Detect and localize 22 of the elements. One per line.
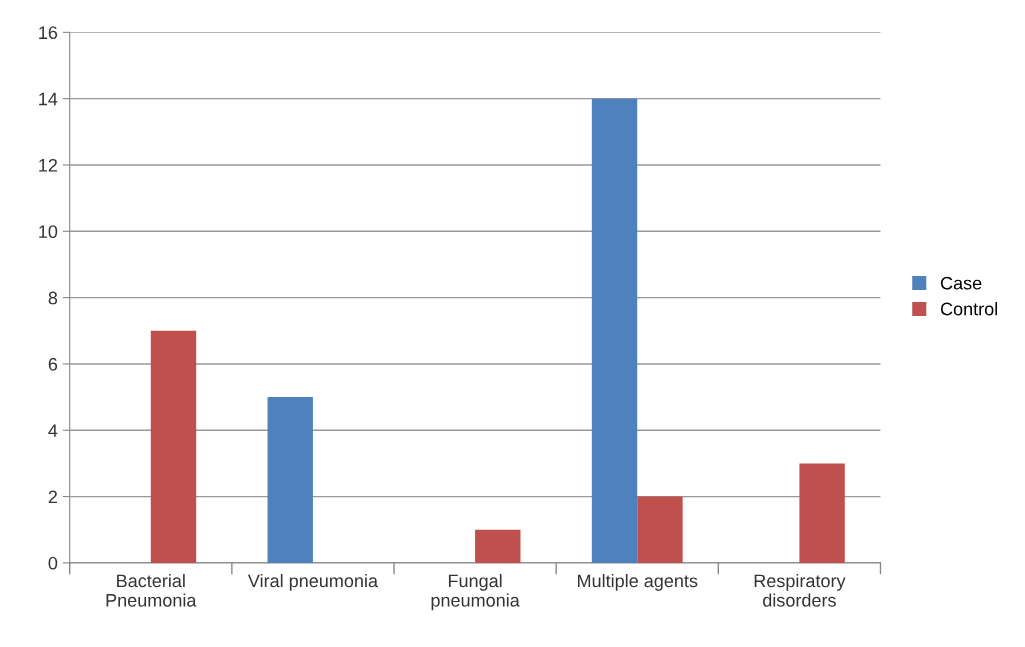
bar	[267, 397, 313, 563]
x-tick-label: Bacterial Pneumonia	[106, 574, 197, 607]
bar	[475, 529, 521, 563]
y-tick-label: 2	[48, 490, 57, 504]
y-tick-label: 4	[48, 424, 58, 437]
x-tick-label: Respiratory disorders	[754, 574, 846, 607]
y-tick-label: 8	[48, 291, 58, 305]
bar	[150, 330, 197, 563]
x-tick-label: Multiple agents	[578, 574, 698, 591]
legend-label: Control	[940, 302, 998, 316]
y-tick-label: 12	[39, 158, 57, 172]
y-tick-label: 0	[48, 556, 58, 570]
y-tick-label: 10	[39, 225, 58, 239]
y-tick-label: 14	[39, 92, 58, 106]
y-tick-label: 16	[39, 26, 58, 40]
bar	[637, 496, 683, 563]
bar	[591, 98, 638, 563]
y-tick-label: 6	[48, 357, 58, 371]
x-tick-label: Fungal pneumonia	[431, 574, 520, 611]
legend-label: Case	[940, 276, 982, 290]
bar	[799, 463, 845, 563]
x-tick-label: Viral pneumonia	[247, 574, 379, 591]
